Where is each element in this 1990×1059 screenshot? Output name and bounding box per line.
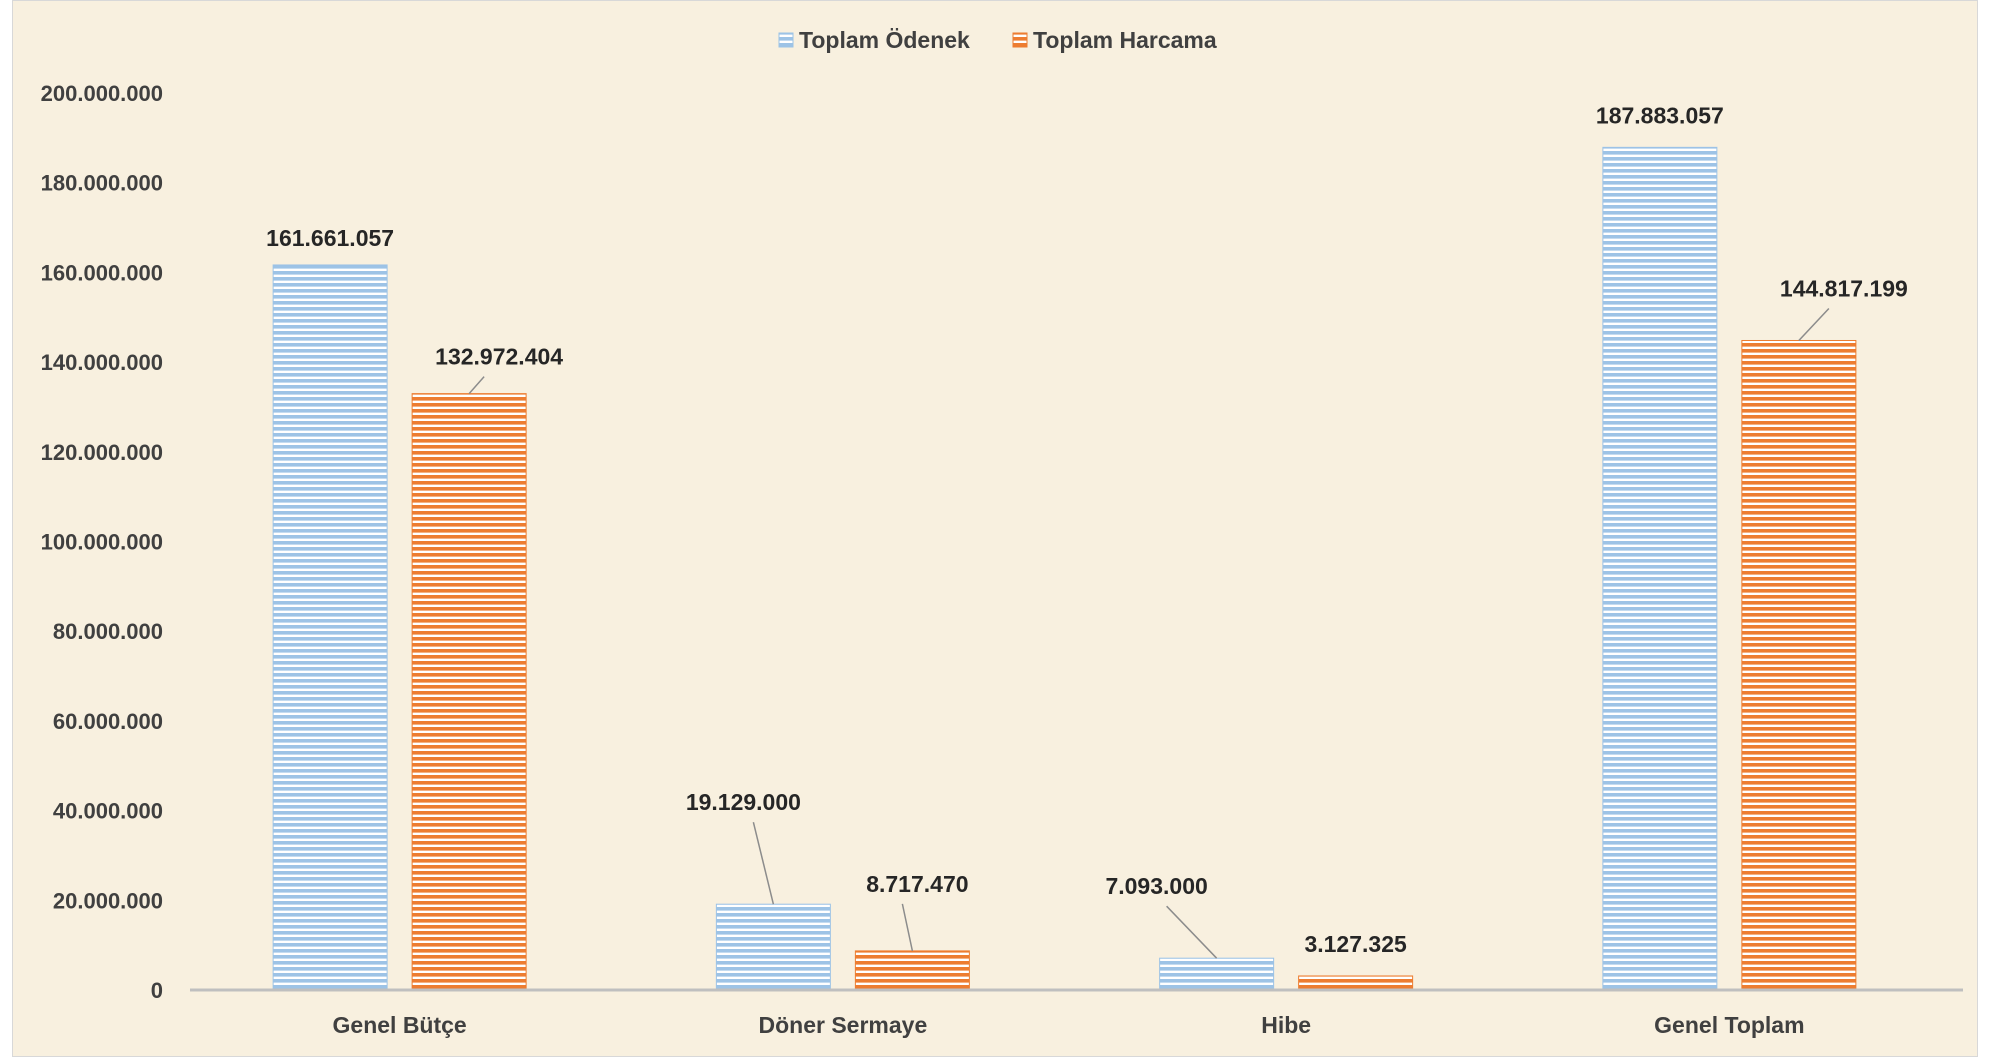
bar-harcama xyxy=(411,393,527,991)
data-labels: 161.661.057 132.972.404 19.129.000 8.717.47… xyxy=(266,102,1908,959)
y-tick-label: 60.000.000 xyxy=(53,709,163,734)
x-tick-label: Döner Sermaye xyxy=(759,1012,928,1038)
bars xyxy=(272,146,1857,991)
data-label: 3.127.325 xyxy=(1304,931,1407,957)
chart-area: Toplam Ödenek Toplam Harcama 0 20.000.000 4… xyxy=(12,0,1978,1057)
bar-odenek xyxy=(715,903,831,991)
y-tick-label: 180.000.000 xyxy=(41,171,163,196)
bar-harcama xyxy=(1298,975,1414,991)
bar-harcama xyxy=(1741,339,1857,991)
label-leader-line xyxy=(901,903,914,952)
data-label: 19.129.000 xyxy=(686,789,801,815)
y-tick-label: 100.000.000 xyxy=(41,530,163,555)
legend-entry: Toplam Harcama xyxy=(1033,27,1217,53)
x-tick-label: Hibe xyxy=(1261,1012,1311,1038)
y-tick-label: 40.000.000 xyxy=(53,799,163,824)
y-tick-label: 200.000.000 xyxy=(41,81,163,106)
bar-chart: Toplam Ödenek Toplam Harcama 0 20.000.000 4… xyxy=(41,27,1963,1038)
bar-odenek xyxy=(1602,146,1718,991)
data-label: 132.972.404 xyxy=(435,344,563,370)
x-tick-label: Genel Toplam xyxy=(1654,1012,1804,1038)
data-label: 187.883.057 xyxy=(1596,102,1724,128)
data-label: 7.093.000 xyxy=(1105,873,1207,899)
data-label: 161.661.057 xyxy=(266,225,394,251)
data-label: 8.717.470 xyxy=(866,871,968,897)
bar-odenek xyxy=(1159,957,1275,991)
label-leader-line xyxy=(468,376,485,395)
y-axis: 0 20.000.000 40.000.000 60.000.000 80.000.00… xyxy=(41,81,163,1003)
y-tick-label: 80.000.000 xyxy=(53,619,163,644)
y-tick-label: 120.000.000 xyxy=(41,440,163,465)
bar-odenek xyxy=(272,264,388,991)
x-tick-label: Genel Bütçe xyxy=(333,1012,467,1038)
legend: Toplam Ödenek Toplam Harcama xyxy=(778,27,1217,53)
label-leader-line xyxy=(1798,307,1830,342)
label-leader-line xyxy=(1166,905,1218,959)
label-leader-line xyxy=(752,822,775,905)
legend-swatch xyxy=(778,32,794,48)
y-tick-label: 20.000.000 xyxy=(53,888,163,913)
bar-harcama xyxy=(854,950,970,991)
y-tick-label: 0 xyxy=(151,978,163,1003)
y-tick-label: 140.000.000 xyxy=(41,350,163,375)
legend-swatch xyxy=(1012,32,1028,48)
y-tick-label: 160.000.000 xyxy=(41,260,163,285)
legend-entry: Toplam Ödenek xyxy=(799,27,970,53)
data-label: 144.817.199 xyxy=(1780,275,1908,301)
x-axis: Genel Bütçe Döner Sermaye Hibe Genel Toplam xyxy=(190,988,1963,1038)
